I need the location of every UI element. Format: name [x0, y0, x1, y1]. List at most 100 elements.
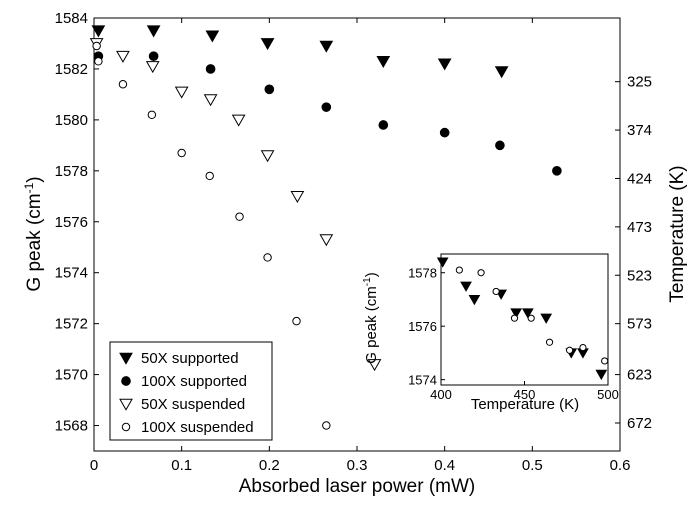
- inset-filled-triangle-down-point: [468, 294, 481, 306]
- inset-x-tick-label: 500: [597, 387, 619, 402]
- 100x-suspended-point: [92, 41, 101, 51]
- y-tick-label: 1572: [55, 316, 88, 333]
- y-tick-label: 1578: [55, 163, 88, 180]
- inset-y-tick-label: 1574: [408, 373, 437, 388]
- inset-y-axis-label: G peak (cm-1): [362, 272, 380, 363]
- legend-marker: [121, 376, 131, 386]
- inset-open-circle-point: [455, 266, 463, 274]
- 100x-suspended-point: [94, 57, 103, 66]
- right-tick-label: 424: [627, 170, 652, 187]
- 50x-supported-point: [376, 56, 391, 69]
- main-right-axis-label: Temperature (K): [667, 165, 688, 302]
- inset-plot-frame: [440, 253, 609, 386]
- 50x-suspended-point: [319, 234, 334, 247]
- x-tick-label: 0.5: [522, 457, 543, 474]
- y-tick-label: 1580: [55, 112, 88, 129]
- x-tick-label: 0.3: [347, 457, 368, 474]
- inset-open-circle-point: [579, 343, 587, 352]
- inset-open-circle-point: [510, 314, 519, 322]
- x-tick-label: 0: [90, 457, 98, 474]
- y-tick-label: 1570: [55, 367, 88, 384]
- 50x-suspended-point: [203, 94, 218, 107]
- 50x-supported-point: [91, 25, 106, 38]
- 50x-suspended-point: [260, 150, 275, 163]
- main-y-axis-label: G peak (cm-1): [22, 176, 45, 291]
- main-x-axis-label: Absorbed laser power (mW): [239, 476, 476, 497]
- 50x-supported-point: [260, 38, 275, 51]
- inset-open-circle-point: [565, 346, 574, 354]
- x-tick-label: 0.2: [259, 457, 280, 474]
- y-tick-label: 1582: [55, 61, 88, 78]
- legend-label: 50X suspended: [141, 396, 245, 413]
- y-tick-label: 1568: [55, 418, 88, 435]
- 50x-suspended-point: [174, 86, 189, 99]
- 50x-supported-point: [205, 30, 220, 43]
- 100x-suspended-point: [292, 316, 301, 326]
- y-tick-label: 1584: [55, 10, 88, 27]
- inset-filled-triangle-down-point: [540, 313, 553, 324]
- 100x-supported-point: [552, 166, 562, 176]
- legend-box: [109, 341, 273, 441]
- legend-marker: [119, 398, 133, 411]
- inset-open-circle-point: [492, 287, 500, 296]
- right-tick-label: 573: [627, 316, 652, 333]
- 50x-suspended-point: [116, 50, 130, 63]
- 50x-supported-point: [146, 25, 161, 38]
- right-tick-label: 473: [627, 219, 652, 236]
- 100x-suspended-point: [263, 253, 272, 262]
- inset-filled-triangle-down-point: [460, 281, 472, 292]
- 100x-supported-point: [378, 120, 389, 130]
- inset-open-circle-point: [601, 357, 609, 365]
- 100x-suspended-point: [147, 110, 157, 120]
- x-tick-label: 0.6: [610, 457, 631, 474]
- 50x-supported-point: [319, 40, 334, 53]
- legend-label: 50X supported: [141, 350, 239, 367]
- 100x-supported-point: [264, 84, 275, 95]
- x-tick-label: 0.4: [434, 457, 455, 474]
- inset-x-tick-label: 450: [514, 387, 536, 402]
- 100x-supported-point: [495, 140, 505, 151]
- inset-x-tick-label: 400: [430, 387, 452, 402]
- 100x-supported-point: [205, 64, 216, 74]
- 50x-suspended-point: [367, 359, 382, 372]
- 100x-supported-point: [439, 127, 450, 138]
- legend: 50X supported 100X supported 50X suspended…: [119, 350, 254, 436]
- inset-filled-triangle-down-point: [510, 308, 523, 319]
- legend-marker: [119, 352, 133, 365]
- 100x-suspended-point: [118, 80, 128, 89]
- 100x-suspended-point: [235, 212, 244, 221]
- 50x-supported-point: [494, 66, 509, 79]
- inset-filled-triangle-down-point: [436, 257, 449, 268]
- main-x-axis-ticks: 0 0.1 0.2 0.3 0.4 0.5 0.6: [90, 18, 631, 474]
- 100x-supported-point: [321, 102, 332, 112]
- inset-y-tick-label: 1578: [408, 266, 437, 281]
- right-tick-label: 374: [627, 122, 652, 139]
- legend-label: 100X suspended: [141, 419, 254, 436]
- 100x-suspended-point: [177, 148, 186, 158]
- right-tick-label: 523: [627, 267, 652, 284]
- inset-open-circle-point: [477, 269, 485, 277]
- legend-marker: [121, 422, 131, 432]
- main-plot-marks: [89, 25, 562, 430]
- y-tick-label: 1576: [55, 214, 88, 231]
- right-tick-label: 325: [627, 74, 652, 91]
- inset-filled-triangle-down-point: [595, 369, 608, 381]
- inset-x-axis-label: Temperature (K): [471, 396, 579, 413]
- right-tick-label: 623: [627, 367, 652, 384]
- inset-open-circle-point: [527, 314, 535, 322]
- 50x-suspended-point: [145, 61, 160, 74]
- 100x-supported-point: [148, 51, 159, 62]
- inset-x-axis-ticks: 400 450 500: [430, 381, 619, 402]
- main-y-axis-ticks: 1568 1570 1572 1574 1576 1578 1580 1582 1584: [55, 10, 99, 435]
- inset-plot-marks: [436, 257, 609, 381]
- inset-y-axis-ticks: 1574 1576 1578: [408, 266, 445, 388]
- 100x-suspended-point: [205, 171, 214, 181]
- inset-y-tick-label: 1576: [408, 319, 437, 334]
- main-right-axis-ticks: 325 374 424 473 523 573 623 672: [615, 74, 652, 432]
- 50x-supported-point: [437, 58, 452, 71]
- inset-open-circle-point: [545, 338, 554, 346]
- y-tick-label: 1574: [55, 265, 88, 282]
- 100x-suspended-point: [322, 421, 331, 430]
- legend-label: 100X supported: [141, 373, 247, 390]
